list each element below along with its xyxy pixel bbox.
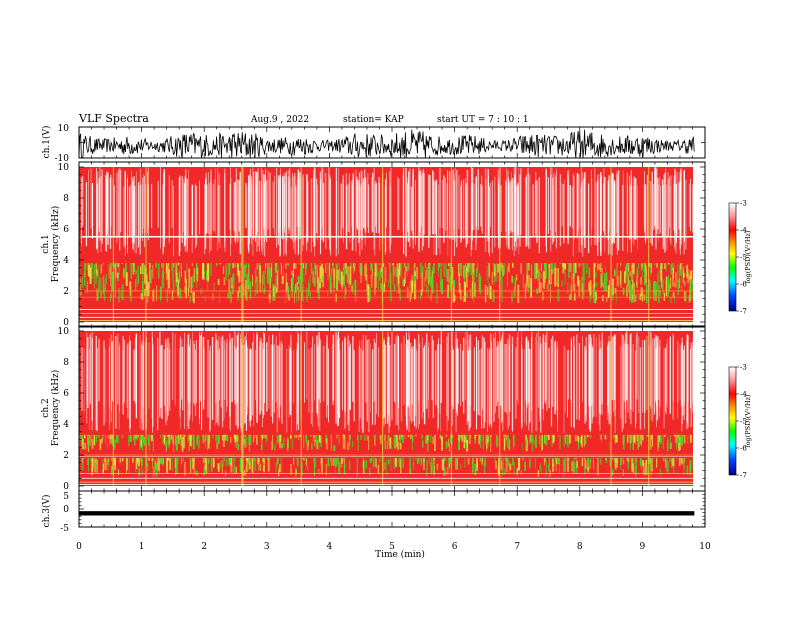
date-label: Aug.9 , 2022 [250, 115, 309, 125]
ch1-colorbar: -3 -4 -5 -6 -7 log(PSD)(V²/Hz) [728, 200, 752, 316]
colorbar-tick-label: -7 [740, 472, 747, 480]
ch1-frequency-label: Frequency (kHz) [50, 206, 61, 283]
ch3-waveform-trace [79, 511, 695, 516]
x-tick-label: 2 [201, 542, 207, 552]
colorbar-tick-label: -5 [740, 418, 747, 426]
ch2-frequency-label: Frequency (kHz) [50, 370, 61, 447]
ch1-channel-label: ch.1 [41, 234, 51, 253]
ch1-colorbar-ticks: -3 -4 -5 -6 -7 [736, 200, 747, 316]
ch3-waveform-panel: 5 0 -5 ch.3(V) [41, 490, 706, 534]
x-tick-label: 5 [389, 542, 395, 552]
colorbar-tick-label: -6 [740, 281, 747, 289]
x-tick-label: 8 [577, 542, 583, 552]
colorbar-tick-label: -7 [740, 308, 747, 316]
x-tick-label: 0 [76, 542, 82, 552]
ch1-waveform-trace [78, 129, 695, 159]
ch1-waveform-ylabel: ch.1(V) [41, 126, 52, 159]
y-tick-label: 6 [63, 389, 69, 399]
ch1-colorbar-label: log(PSD)(V²/Hz) [744, 230, 752, 283]
y-tick-label: 8 [63, 194, 69, 204]
y-tick-label: 8 [63, 358, 69, 368]
ch3-waveform-frame [78, 490, 706, 528]
colorbar-tick-label: -4 [740, 391, 747, 399]
time-axis: 0 1 2 3 4 5 6 7 8 9 10 [76, 127, 711, 552]
colorbar-tick-label: -3 [740, 364, 747, 372]
x-tick-label: 1 [139, 542, 145, 552]
colorbar-tick-label: -4 [740, 227, 747, 235]
ch2-spectrogram-yticks: 0 2 4 6 8 10 [58, 327, 705, 492]
y-tick-label: 10 [58, 163, 70, 173]
x-tick-label: 7 [514, 542, 520, 552]
ch2-colorbar-ticks: -3 -4 -5 -6 -7 [736, 364, 747, 480]
x-tick-label: 9 [640, 542, 646, 552]
ch2-spectrogram-panel: 0 2 4 6 8 10 ch.2 Frequency (kHz) [41, 325, 706, 492]
ch1-colorbar-gradient [728, 202, 737, 312]
figure-title: VLF Spectra [78, 112, 149, 125]
ch1-spectrogram-image [79, 167, 693, 322]
ch1-spectrogram-panel: 0 2 4 6 8 10 ch.1 Frequency (kHz) [41, 161, 706, 328]
ch3-ytick-top: 5 [63, 492, 69, 502]
ch1-ytick-top: 10 [58, 124, 70, 134]
ch2-colorbar: -3 -4 -5 -6 -7 log(PSD)(V²/Hz) [728, 364, 752, 480]
ch1-waveform-panel: 10 -10 ch.1(V) [41, 124, 706, 164]
y-tick-label: 6 [63, 225, 69, 235]
y-tick-label: 0 [63, 482, 69, 492]
colorbar-tick-label: -5 [740, 254, 747, 262]
ch3-waveform-ylabel: ch.3(V) [41, 495, 52, 528]
ch1-spectrogram-yticks: 0 2 4 6 8 10 [58, 163, 705, 328]
y-tick-label: 10 [58, 327, 70, 337]
x-tick-label: 6 [452, 542, 458, 552]
ch2-colorbar-gradient [728, 366, 737, 476]
ch1-ytick-bottom: -10 [55, 154, 70, 164]
y-tick-label: 2 [63, 287, 69, 297]
y-tick-label: 2 [63, 451, 69, 461]
colorbar-tick-label: -3 [740, 200, 747, 208]
time-axis-label: Time (min) [375, 549, 425, 560]
y-tick-label: 4 [63, 420, 69, 430]
x-tick-label: 4 [327, 542, 333, 552]
y-tick-label: 0 [63, 318, 69, 328]
x-tick-label: 10 [699, 542, 711, 552]
y-tick-label: 4 [63, 256, 69, 266]
ch2-spectrogram-image [79, 331, 693, 486]
ch3-ytick-bottom: -5 [60, 524, 69, 534]
colorbar-tick-label: -6 [740, 445, 747, 453]
ch3-ytick-mid: 0 [63, 505, 69, 515]
ch2-colorbar-label: log(PSD)(V²/Hz) [744, 394, 752, 447]
ch2-channel-label: ch.2 [41, 398, 51, 417]
station-label: station= KAP [343, 115, 404, 125]
x-tick-label: 3 [264, 542, 270, 552]
start-time-label: start UT = 7 : 10 : 1 [437, 115, 529, 125]
